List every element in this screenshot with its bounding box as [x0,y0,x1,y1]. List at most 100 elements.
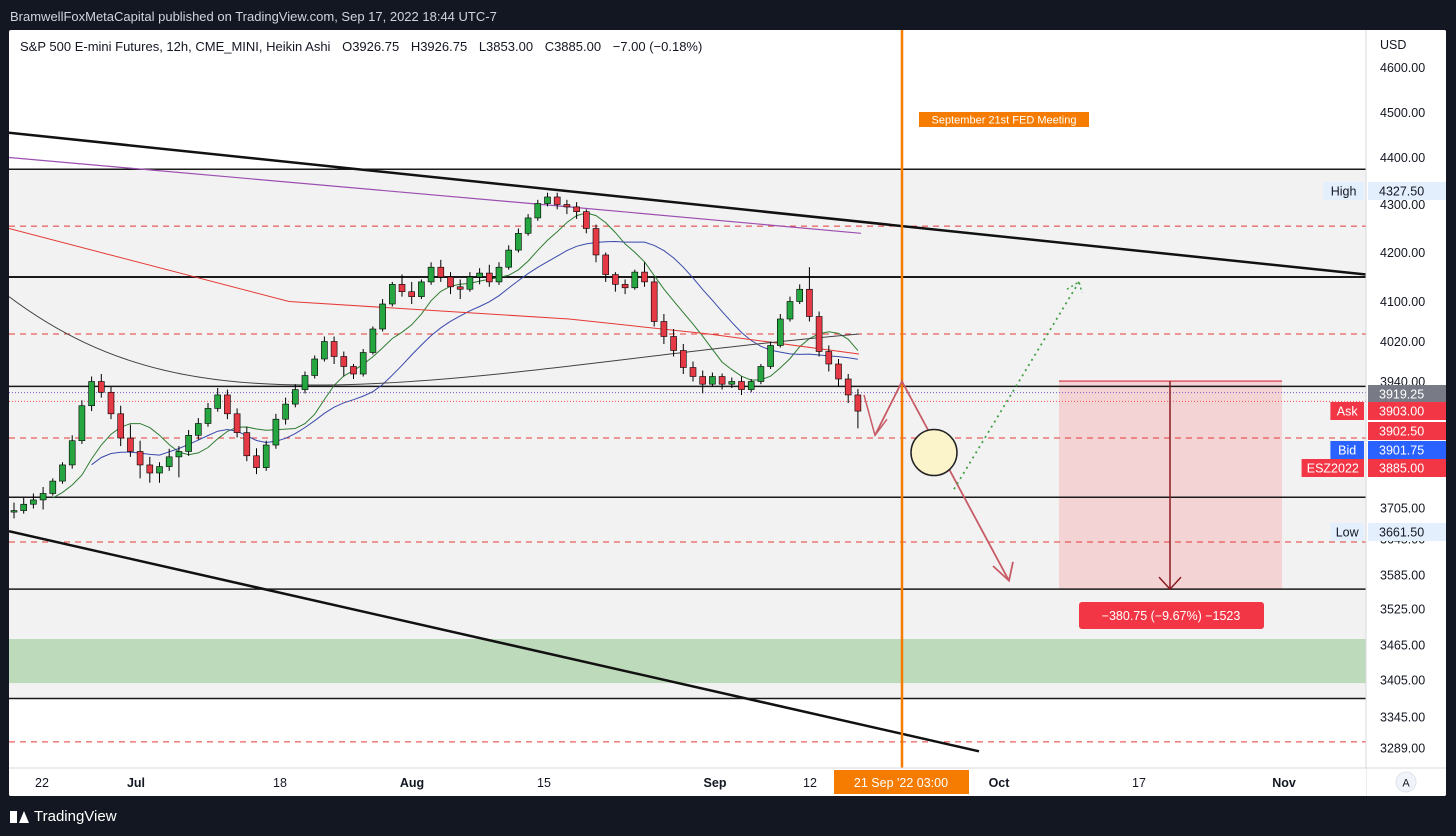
candle-body [214,394,221,409]
ma-blue-line [91,240,858,466]
fed-meeting-tag: September 21st FED Meeting [919,112,1089,127]
candle-body [39,493,47,501]
candle-body [127,437,134,452]
candle [10,502,18,519]
measure-label-bg [1079,602,1264,629]
candle [670,329,677,357]
candle [728,377,736,388]
candle-body [30,499,37,505]
current-price-label: 3919.25 [1368,385,1446,403]
candle [776,314,784,348]
candle-body [165,456,173,467]
candle-body [776,318,784,346]
time-tick-label: Nov [1272,776,1296,790]
bid-label-value-bg [1368,441,1446,459]
candle-body [573,206,580,212]
price-tick-label: 4020.00 [1380,335,1425,349]
candle-body [553,196,561,205]
auto-scale-button[interactable]: A [1395,771,1417,793]
candle-body [825,351,833,365]
candle [78,400,86,444]
candle [825,345,833,372]
candle-body [330,341,338,357]
candle [757,364,765,385]
candle [786,296,794,322]
candle-body [282,403,289,420]
candle-body [340,356,348,367]
time-tick-label: Jul [127,776,145,790]
ohlc-close: C3885.00 [545,39,601,54]
candle [117,405,124,447]
candle-body [670,336,677,351]
candle-body [156,466,163,474]
candle [437,259,445,282]
candle [350,364,357,379]
ask-label: 3903.00 Ask [1330,402,1446,420]
candle [233,408,241,438]
candle [107,386,115,420]
bid-label-value: 3901.75 [1379,444,1424,458]
bottom-bar: TradingView [0,798,1456,836]
candle-body [350,366,357,375]
current-price-label-value-bg [1368,385,1446,403]
candle-body [20,503,27,511]
candle [689,361,697,382]
symbol-legend: S&P 500 E-mini Futures, 12h, CME_MINI, H… [20,39,702,54]
candle-body [563,204,571,208]
candle-body [311,358,319,376]
time-axis[interactable] [9,768,1366,796]
candle [165,448,173,471]
bid-label: 3901.75 Bid [1330,441,1446,459]
candle-body [456,286,464,290]
candle-body [136,451,144,466]
candle-body [117,413,124,439]
candle [582,209,590,234]
ma-red-line [9,228,860,355]
candle [718,373,726,390]
candle-body [602,254,610,275]
contract-label-value: 3885.00 [1379,462,1424,476]
low-label-tag: Low [1336,526,1360,540]
high-label: 4327.50 High [1323,182,1446,200]
candle [602,252,610,282]
candle-body [505,249,513,268]
candle-body [68,440,76,466]
candle [49,478,57,496]
lower-trendline [9,530,980,753]
candle-body [146,464,154,474]
candle [563,199,571,215]
alt-projection-arrowhead [1066,280,1083,293]
price-chart[interactable]: September 21st FED Meeting −380.75 (−9.67… [9,30,1446,796]
candle [88,376,95,412]
auto-scale-bg[interactable] [1395,771,1417,793]
price-tick-label: 3525.00 [1380,603,1425,617]
ask-label-value-bg [1368,402,1446,420]
tradingview-logo[interactable]: TradingView [10,808,117,825]
alt-projection-path [953,281,1080,490]
candle-body [359,352,367,375]
candle-body [437,266,445,278]
high-label-value-bg [1368,182,1446,200]
price-tick-label: 4300.00 [1380,198,1425,212]
price-tick-label: 4200.00 [1380,246,1425,260]
level-label: 3902.50 [1368,422,1446,440]
candle [573,202,580,219]
contract-label: 3885.00 ESZ2022 [1301,459,1446,477]
candle-body [815,316,823,352]
candle-body [485,272,493,283]
low-label-value: 3661.50 [1379,526,1424,540]
candle [20,497,27,514]
candle-body [747,381,755,390]
candle-body [835,363,842,380]
contract-label-tag: ESZ2022 [1307,462,1359,476]
candle [262,440,270,471]
event-date-text: 21 Sep '22 03:00 [854,776,948,790]
candle [515,228,522,253]
measure-arrowhead [1158,576,1182,591]
ohlc-low: L3853.00 [479,39,533,54]
time-tick-label: 22 [35,776,49,790]
target-circle [910,428,958,477]
candle [224,389,231,420]
tradingview-brand: TradingView [34,808,117,825]
candle [59,462,66,484]
